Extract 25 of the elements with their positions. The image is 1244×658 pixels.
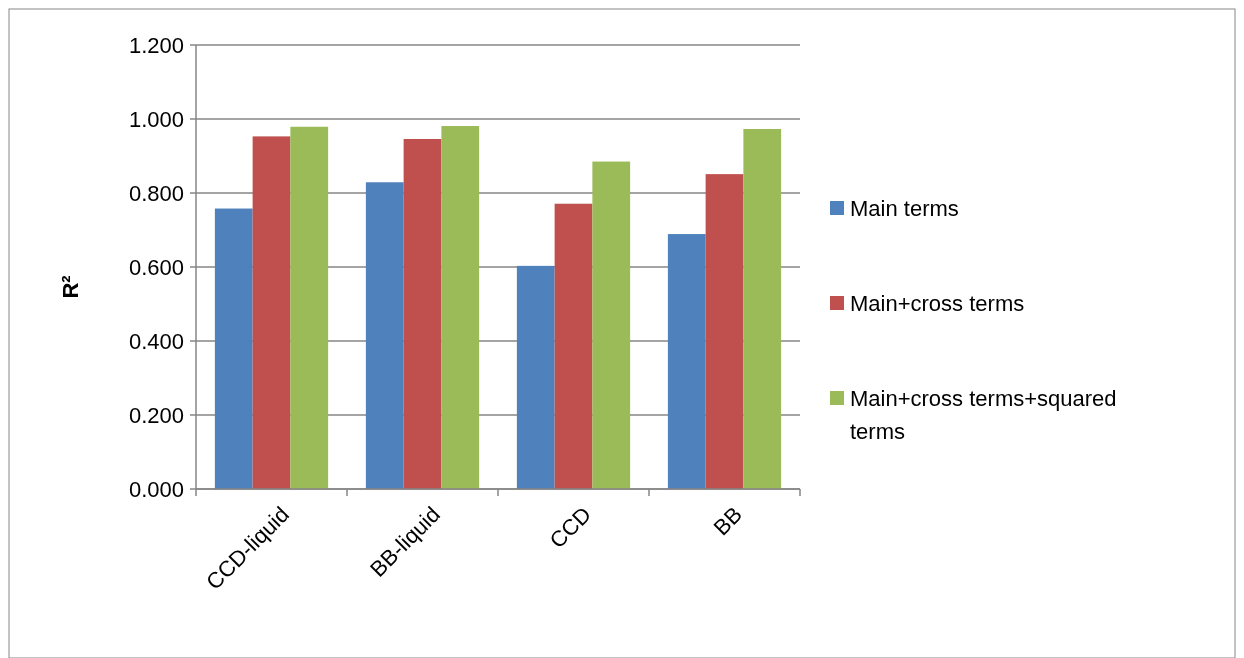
bar <box>252 136 291 489</box>
y-tick-label: 0.200 <box>128 402 184 428</box>
y-tick-label: 0.800 <box>128 180 184 206</box>
bar <box>667 234 706 489</box>
legend-label: Main terms <box>850 195 959 221</box>
bar <box>592 161 631 489</box>
bar <box>290 126 329 489</box>
bar <box>403 138 442 489</box>
y-tick-label: 0.600 <box>128 254 184 280</box>
bar <box>705 174 744 489</box>
legend-label: Main+cross terms+squared terms <box>850 385 1117 444</box>
legend-label: Main+cross terms <box>850 290 1025 316</box>
y-tick-label: 1.200 <box>128 32 184 58</box>
bar <box>516 265 555 489</box>
bar <box>743 128 782 489</box>
y-tick-label: 1.000 <box>128 106 184 132</box>
bar <box>554 203 593 489</box>
bar <box>214 208 253 489</box>
y-tick-label: 0.000 <box>128 476 184 502</box>
x-tick-label: CCD <box>544 501 596 554</box>
y-axis-title: R² <box>58 275 83 299</box>
x-tick-label: BB <box>708 501 747 541</box>
y-tick-label: 0.400 <box>128 328 184 354</box>
bar <box>441 126 480 489</box>
bar <box>365 182 404 489</box>
